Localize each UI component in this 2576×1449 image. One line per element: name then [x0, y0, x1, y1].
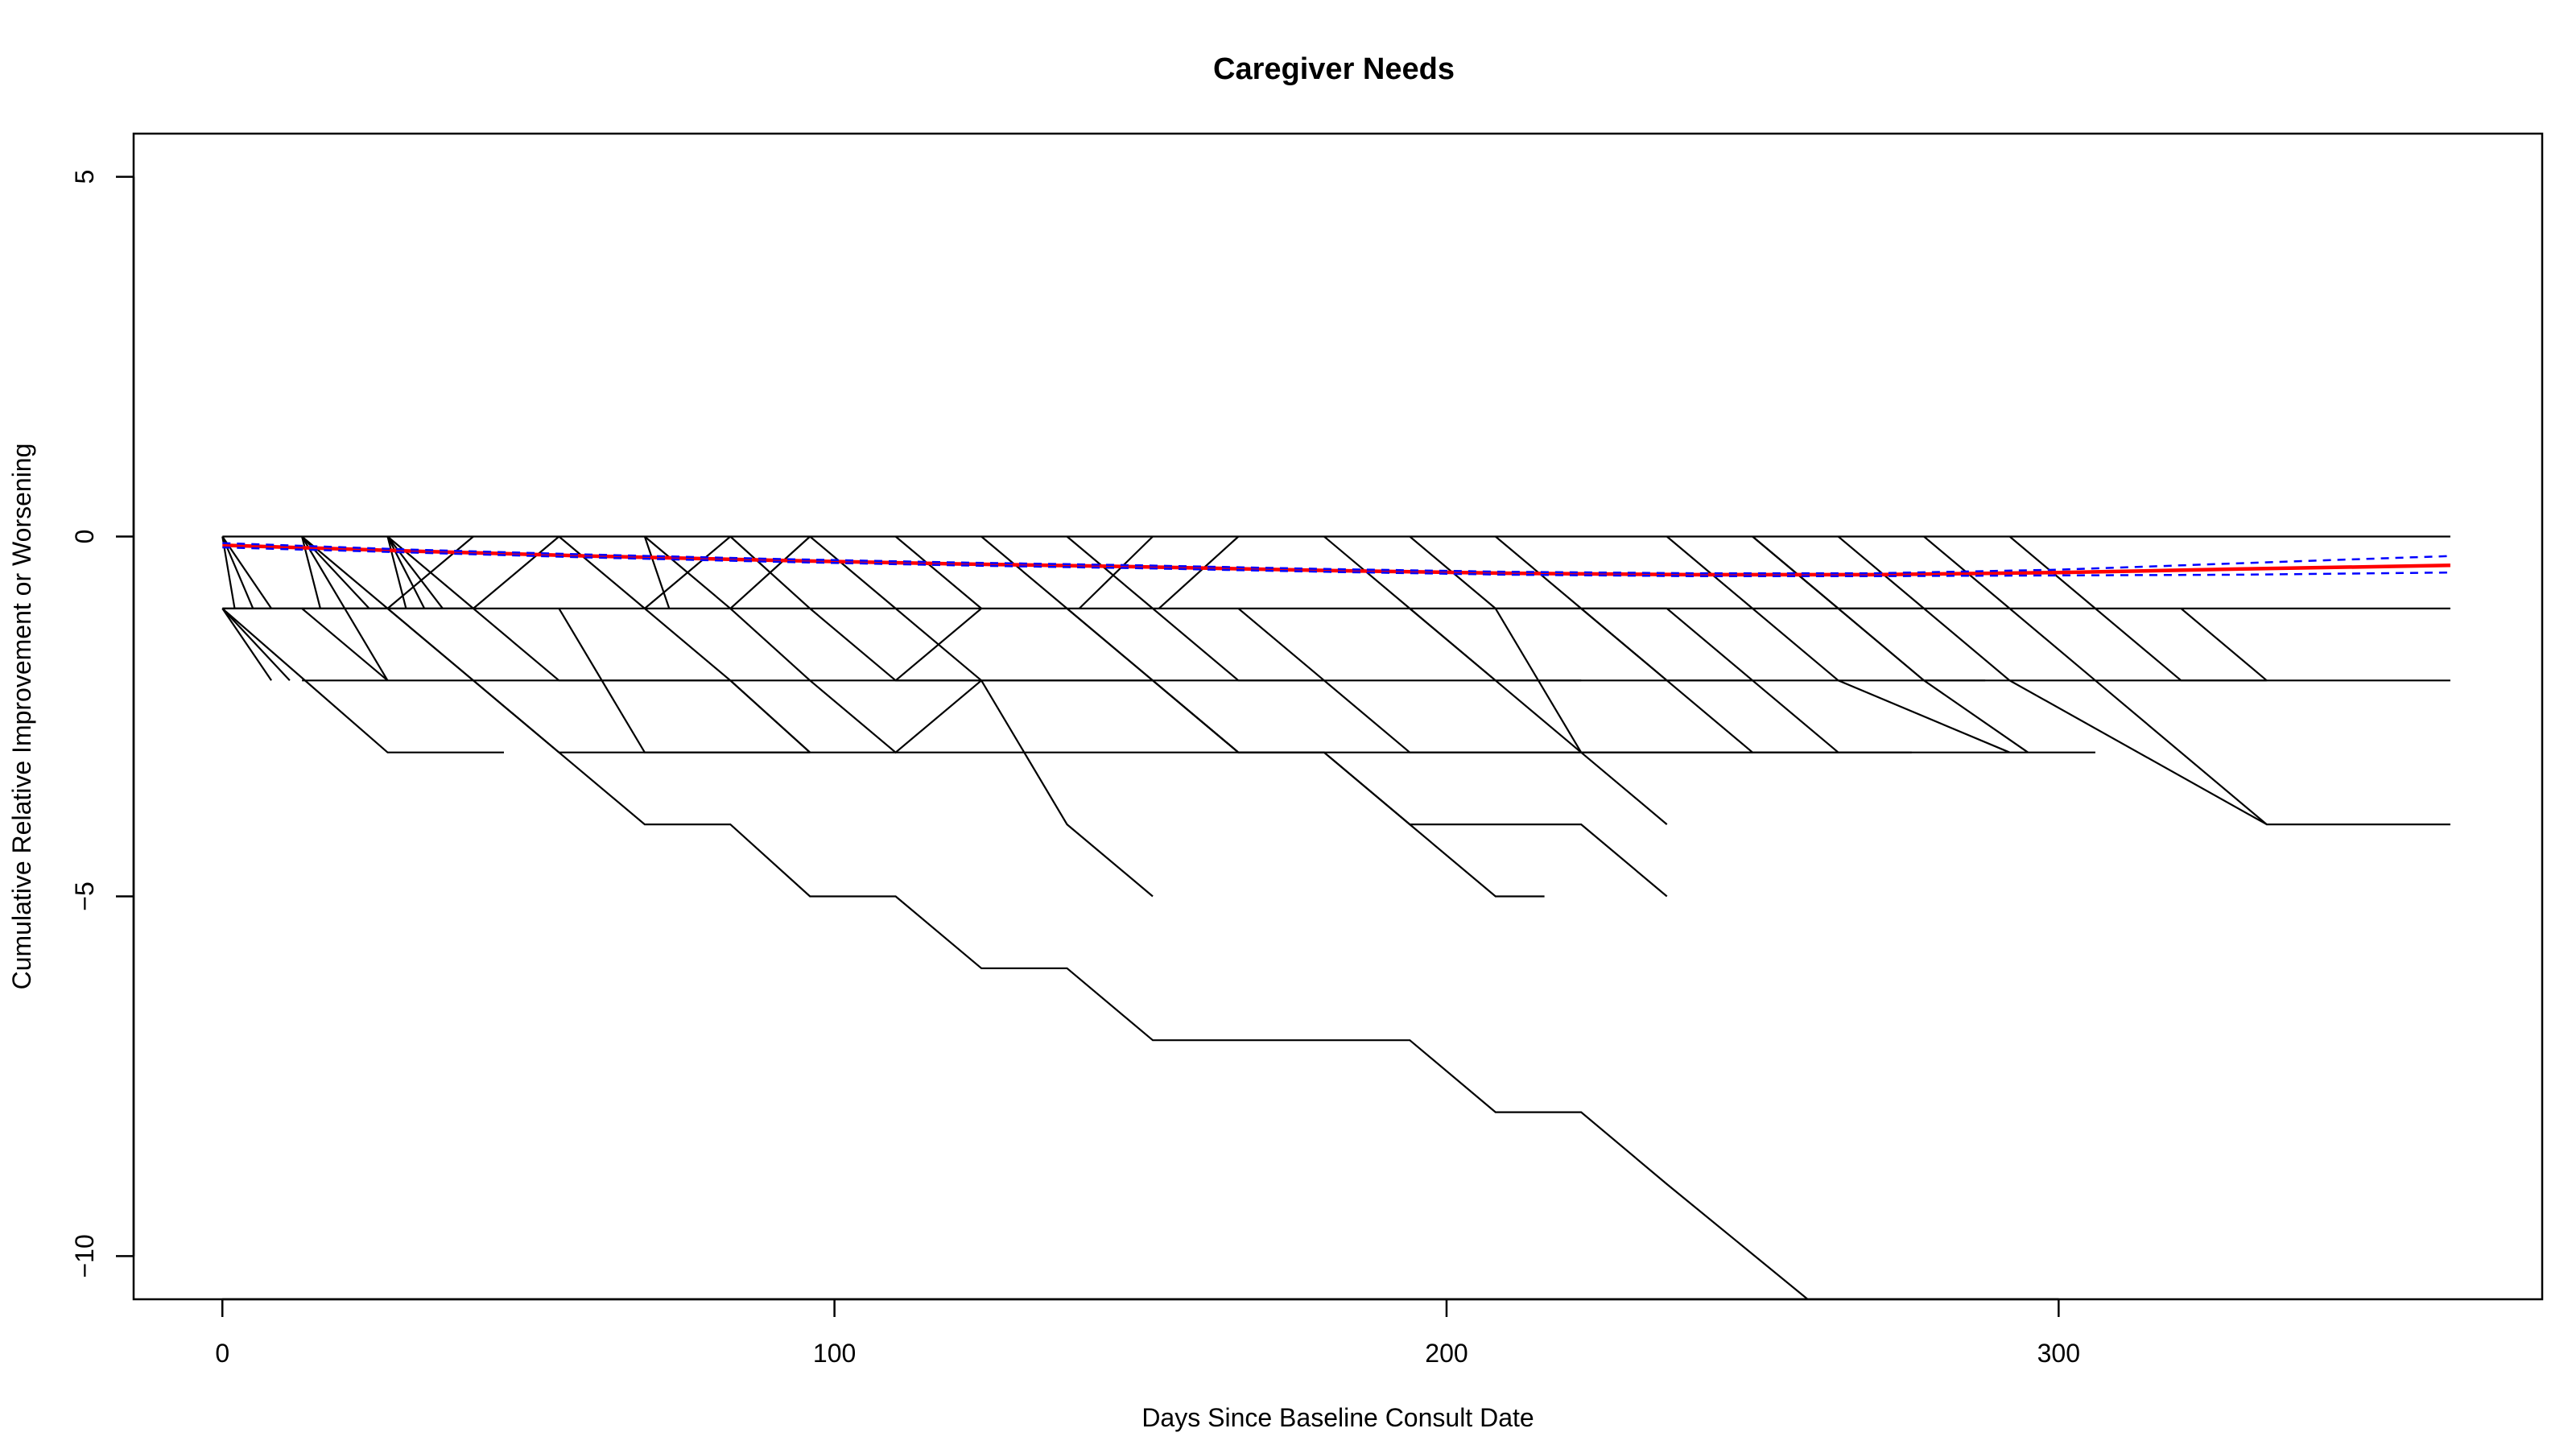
trajectory-line-31	[729, 535, 811, 609]
trajectory-line-19	[302, 607, 1809, 1299]
y-tick-label-4: −10	[70, 1234, 99, 1278]
trajectory-line-41	[1237, 608, 1668, 825]
trajectory-line-34	[980, 535, 1545, 898]
trajectory-line-17	[386, 535, 444, 609]
trajectory-line-36	[1066, 535, 1154, 609]
y-tick-label-1: 5	[70, 170, 99, 184]
trajectory-line-54	[2095, 679, 2450, 826]
plot-frame	[132, 132, 2544, 1301]
trajectory-line-46	[1580, 608, 1753, 682]
trajectory-line-57	[1494, 608, 1583, 753]
trajectory-line-29	[644, 535, 732, 609]
trajectory-line-40	[1158, 535, 1240, 609]
trajectory-line-53	[2180, 608, 2268, 682]
y-tick-label-2: 0	[70, 530, 99, 544]
axes: 0 100 200 300 5 0 −5 −10	[70, 170, 2080, 1368]
trajectory-line-4	[221, 608, 504, 753]
x-tick-label-2: 100	[813, 1339, 856, 1368]
trajectory-line-30	[729, 535, 1154, 898]
ci-upper-line	[222, 542, 2450, 575]
trajectory-line-39	[1152, 608, 1324, 682]
trajectory-line-5	[221, 608, 273, 681]
trajectory-line-38	[1078, 535, 1154, 609]
y-axis-label: Cumulative Relative Improvement or Worse…	[7, 444, 36, 990]
trajectory-line-28	[643, 536, 671, 609]
y-tick-label-3: −5	[70, 881, 99, 910]
ci-lower-line	[222, 546, 2450, 577]
trajectory-line-24	[473, 535, 560, 609]
trajectory-line-56	[1752, 535, 2029, 753]
fit-lines	[222, 542, 2450, 577]
chart-title: Caregiver Needs	[1213, 52, 1455, 86]
x-tick-label-3: 200	[1425, 1339, 1468, 1368]
x-tick-label-1: 0	[215, 1339, 229, 1368]
trajectory-lines	[221, 535, 2450, 1299]
trajectory-line-16	[386, 535, 426, 609]
trajectory-line-35	[894, 608, 982, 682]
trajectory-line-45	[1495, 535, 1839, 753]
trajectory-line-51	[1923, 535, 2096, 682]
trajectory-line-25	[558, 535, 811, 753]
trajectory-line-27	[644, 535, 982, 754]
trajectory-line-47	[1666, 535, 1839, 682]
trajectory-line-9	[221, 535, 273, 609]
trajectory-line-33	[894, 535, 982, 609]
x-tick-label-4: 300	[2037, 1339, 2080, 1368]
trajectory-line-58	[1838, 679, 2010, 753]
x-axis-label: Days Since Baseline Consult Date	[1141, 1403, 1534, 1432]
trajectory-line-37	[1066, 608, 1668, 898]
fit-line	[222, 543, 2450, 577]
trajectory-line-23	[386, 535, 474, 609]
trajectory-line-50	[1666, 608, 2095, 753]
trajectory-line-6	[221, 608, 291, 682]
